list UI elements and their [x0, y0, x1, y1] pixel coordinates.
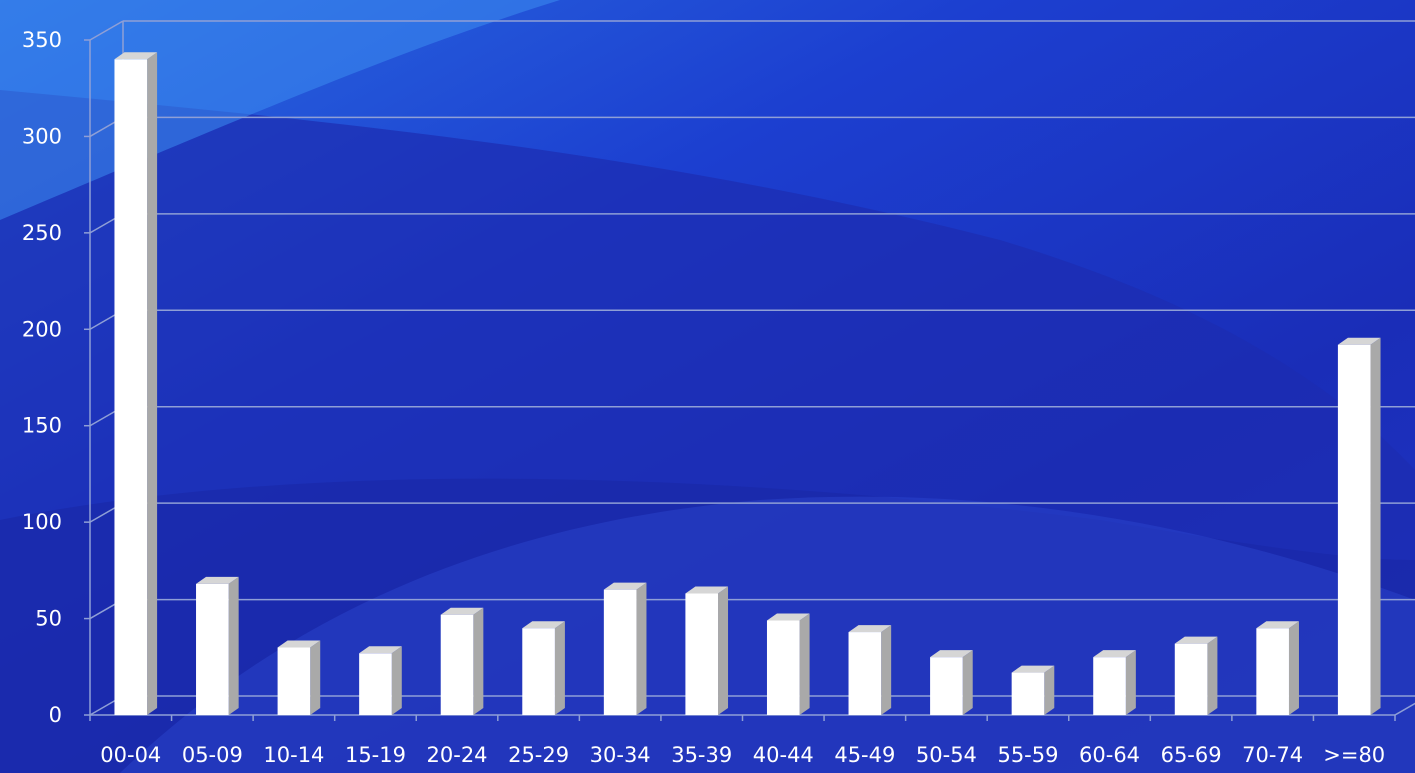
x-tick-label: 55-59: [997, 743, 1058, 767]
bar: [277, 640, 321, 715]
bar-front: [603, 589, 637, 715]
y-tick-label: 350: [22, 28, 62, 52]
bar-top: [359, 646, 402, 654]
axes: [84, 39, 1415, 721]
bar-front: [440, 614, 474, 715]
x-tick-label: 15-19: [345, 743, 406, 767]
y-tick-label: 0: [49, 703, 62, 727]
bar-side: [147, 52, 158, 716]
bar-front: [277, 647, 311, 715]
y-tick-label: 200: [22, 317, 62, 341]
x-tick-label: 05-09: [182, 743, 243, 767]
bar-side: [1370, 337, 1381, 715]
bar-top: [277, 640, 321, 648]
bar: [1174, 636, 1218, 715]
x-tick-label: 70-74: [1242, 743, 1303, 767]
x-tick-label: 30-34: [590, 743, 651, 767]
bar-top: [685, 586, 729, 594]
bar-side: [1125, 650, 1136, 715]
bar-top: [1011, 665, 1055, 673]
x-tick-label: 40-44: [753, 743, 814, 767]
x-tick-label: 10-14: [263, 743, 324, 767]
x-tick-label: 00-04: [100, 743, 161, 767]
x-tick-label: 25-29: [508, 743, 569, 767]
x-tick-label: 65-69: [1161, 743, 1222, 767]
bar-front: [685, 593, 719, 715]
bar-side: [881, 625, 892, 715]
bar-side: [1207, 636, 1218, 715]
bar-side: [799, 613, 810, 715]
bar: [685, 586, 729, 715]
bar-side: [391, 646, 402, 715]
x-tick-label: 50-54: [916, 743, 977, 767]
bar-side: [310, 640, 321, 715]
bar-front: [930, 657, 963, 715]
bar: [603, 582, 647, 715]
bar: [196, 576, 239, 715]
bar: [1093, 650, 1136, 715]
bar-top: [196, 576, 239, 584]
bar-front: [1337, 344, 1371, 715]
y-tick-label: 250: [22, 221, 62, 245]
bar-front: [1093, 657, 1126, 715]
y-tick-label: 150: [22, 414, 62, 438]
bar-top: [440, 607, 484, 615]
bar: [1256, 621, 1299, 715]
bar-top: [114, 52, 158, 60]
bar-top: [1256, 621, 1299, 629]
bar: [930, 650, 973, 715]
bar: [440, 607, 484, 715]
bar: [848, 625, 892, 715]
bar: [359, 646, 402, 715]
bar: [766, 613, 810, 715]
bar-top: [522, 621, 565, 629]
bar-front: [196, 583, 229, 715]
gridline-connector: [89, 20, 124, 41]
y-tick-labels: 0 50 100 150 200 250 300 350: [22, 28, 62, 727]
bar-front: [1174, 643, 1208, 715]
bar-top: [930, 650, 973, 658]
bar-side: [228, 576, 239, 715]
x-tick-label: 20-24: [427, 743, 488, 767]
bar-side: [718, 586, 729, 715]
y-tick-label: 100: [22, 510, 62, 534]
bar-side: [1044, 665, 1055, 715]
bar-side: [962, 650, 973, 715]
bar-front: [1011, 672, 1045, 715]
bar-top: [766, 613, 810, 621]
bar: [1011, 665, 1055, 715]
bars: [114, 52, 1381, 716]
bar-top: [1337, 337, 1381, 345]
x-tick-label: 45-49: [834, 743, 895, 767]
bar-front: [766, 620, 800, 715]
bar-side: [636, 582, 647, 715]
bar: [114, 52, 158, 716]
x-tick-label: 35-39: [671, 743, 732, 767]
bar-top: [1174, 636, 1218, 644]
bar-top: [848, 625, 892, 633]
y-tick-label: 50: [35, 607, 62, 631]
bar-front: [1256, 628, 1289, 715]
bar-side: [1288, 621, 1299, 715]
bar-side: [473, 607, 484, 715]
bar-front: [114, 59, 148, 716]
gridlines: [89, 20, 1415, 716]
bar-front: [848, 632, 882, 715]
x-tick-label: 60-64: [1079, 743, 1140, 767]
bar-front: [359, 653, 392, 715]
bar-side: [554, 621, 565, 715]
floor-right-edge: [1394, 702, 1415, 716]
bar: [1337, 337, 1381, 715]
x-tick-label: >=80: [1323, 743, 1385, 767]
bar-front: [522, 628, 555, 715]
bar-top: [603, 582, 647, 590]
bar: [522, 621, 565, 715]
y-tick-label: 300: [22, 124, 62, 148]
bar-top: [1093, 650, 1136, 658]
x-tick-labels: 00-04 05-09 10-14 15-19 20-24 25-29 30-34 35-39…: [100, 743, 1385, 767]
